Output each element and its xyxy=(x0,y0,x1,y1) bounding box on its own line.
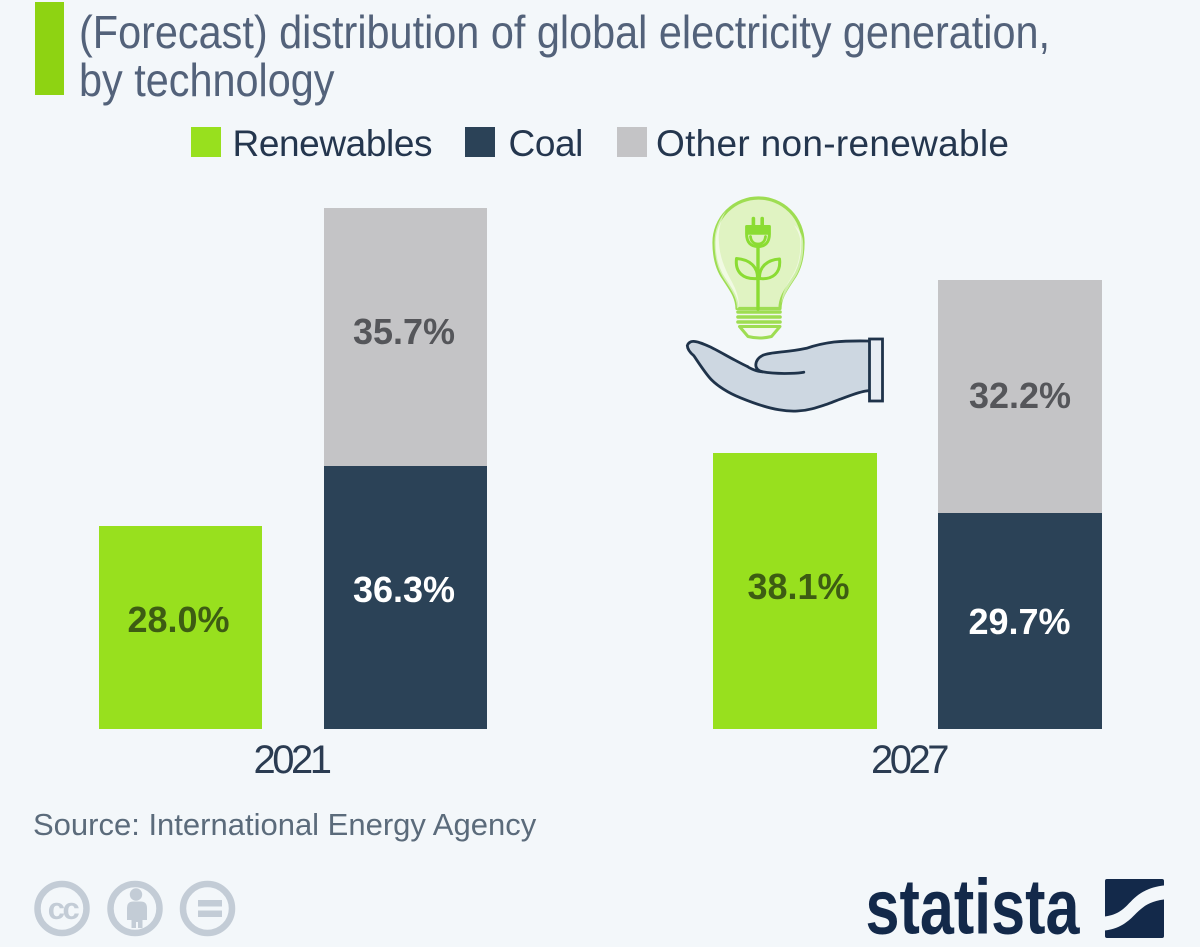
svg-text:statista: statista xyxy=(866,870,1080,947)
svg-text:cc: cc xyxy=(48,891,80,926)
